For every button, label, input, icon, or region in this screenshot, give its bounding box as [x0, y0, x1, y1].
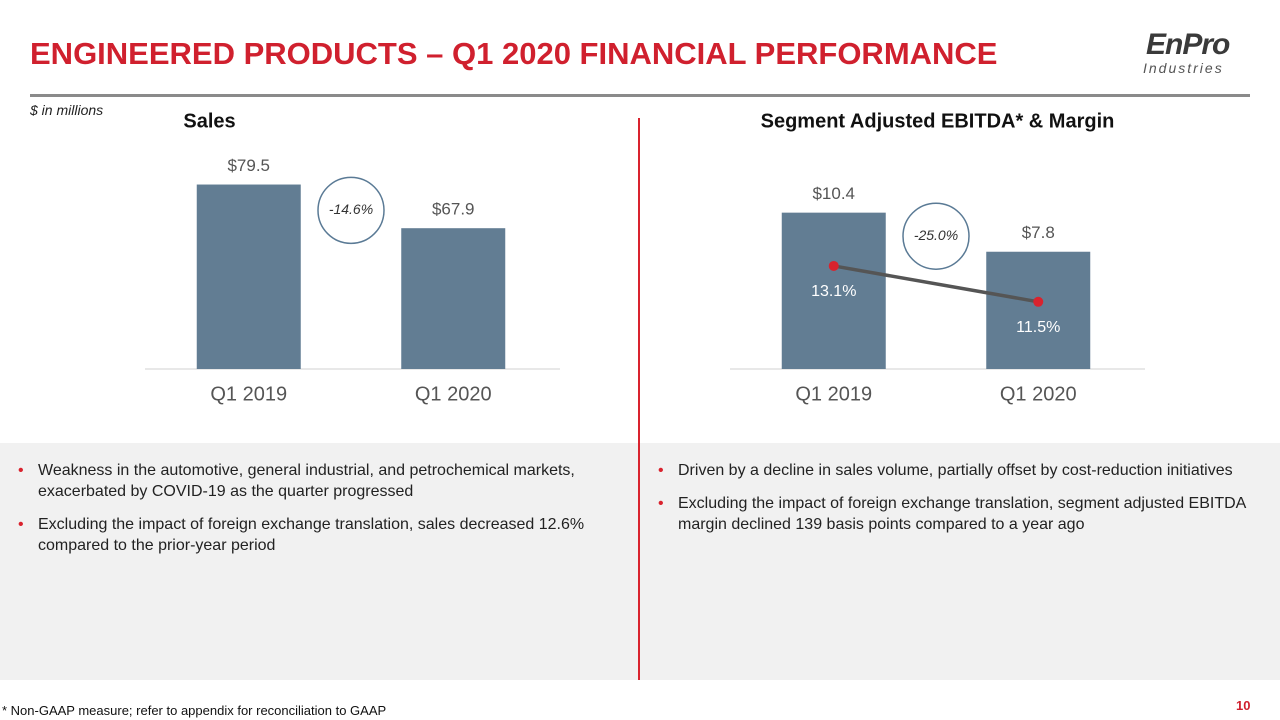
bullet-text: Driven by a decline in sales volume, par… — [678, 462, 1233, 479]
x-tick-label: Q1 2020 — [415, 383, 492, 405]
bullet-text: Excluding the impact of foreign exchange… — [678, 495, 1246, 533]
logo-tagline: Industries — [1143, 60, 1224, 76]
value-label: $67.9 — [432, 200, 475, 219]
change-circle — [317, 176, 385, 245]
bullet-dot: • — [658, 462, 664, 479]
change-circle — [902, 202, 970, 270]
margin-label: 11.5% — [1016, 319, 1060, 336]
bullet-list: • Driven by a decline in sales volume, pa… — [658, 460, 1248, 547]
value-label: $79.5 — [227, 156, 270, 175]
margin-line — [833, 264, 1039, 304]
bullet-dot: • — [18, 516, 24, 533]
bar — [401, 228, 506, 369]
margin-label: 13.1% — [811, 283, 856, 300]
charts: Sales $79.5 Q1 2019 $67.9 Q1 2020 -14.6% Segme… — [145, 110, 1145, 405]
bar — [196, 184, 301, 369]
bullet: • Driven by a decline in sales volume, pa… — [658, 460, 1248, 481]
slide-title: ENGINEERED PRODUCTS – Q1 2020 FINANCIAL … — [30, 36, 998, 71]
bar — [781, 212, 886, 369]
bullet-dot: • — [18, 462, 24, 479]
value-label: $7.8 — [1022, 223, 1055, 242]
page-number: 10 — [1236, 698, 1251, 713]
bullet-text: Weakness in the automotive, general indu… — [38, 462, 575, 500]
bullet: • Weakness in the automotive, general ind… — [18, 460, 608, 502]
x-tick-label: Q1 2019 — [795, 383, 872, 405]
bullet-text: Excluding the impact of foreign exchange… — [38, 516, 585, 554]
x-tick-label: Q1 2019 — [210, 383, 287, 405]
footnote: * Non-GAAP measure; refer to appendix fo… — [2, 703, 387, 718]
value-label: $10.4 — [812, 184, 855, 203]
x-tick-label: Q1 2020 — [1000, 383, 1077, 405]
bar — [986, 251, 1091, 369]
title-rule — [30, 94, 1250, 97]
chart-title: Sales — [183, 110, 235, 132]
logo-name: EnPro — [1146, 28, 1230, 61]
bullet: • Excluding the impact of foreign exchang… — [658, 493, 1248, 535]
divider — [638, 118, 640, 680]
chart-title: Segment Adjusted EBITDA* & Margin — [761, 110, 1115, 132]
bullet-list: • Weakness in the automotive, general ind… — [18, 460, 608, 568]
change-label: -25.0% — [914, 227, 958, 243]
margin-point — [828, 260, 839, 271]
bullet: • Excluding the impact of foreign exchang… — [18, 514, 608, 556]
change-label: -14.6% — [329, 201, 373, 217]
bullet-panel — [0, 443, 1280, 680]
units-note: $ in millions — [30, 102, 104, 118]
margin-point — [1033, 296, 1044, 307]
bullet-dot: • — [658, 495, 664, 512]
